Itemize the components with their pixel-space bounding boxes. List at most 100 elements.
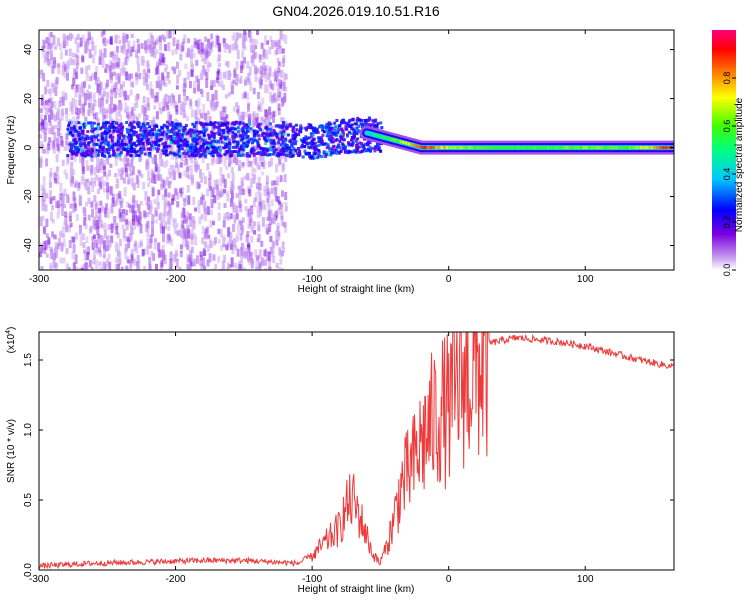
band-cell bbox=[242, 132, 245, 136]
noise-speck bbox=[180, 231, 184, 238]
band-cell bbox=[192, 125, 196, 129]
noise-speck bbox=[103, 242, 107, 252]
noise-speck bbox=[97, 247, 101, 253]
noise-speck bbox=[284, 126, 287, 134]
band-cell bbox=[113, 122, 117, 125]
band-cell bbox=[274, 131, 278, 135]
band-cell bbox=[231, 127, 234, 131]
noise-speck bbox=[151, 186, 155, 196]
noise-speck bbox=[131, 46, 135, 53]
noise-speck bbox=[61, 233, 65, 238]
noise-speck bbox=[195, 59, 199, 66]
band-cell bbox=[185, 140, 189, 144]
noise-speck bbox=[115, 226, 119, 235]
noise-speck bbox=[120, 212, 123, 218]
noise-speck bbox=[137, 63, 140, 73]
band-cell bbox=[308, 155, 312, 158]
band-cell bbox=[202, 125, 206, 128]
noise-speck bbox=[113, 84, 117, 92]
band-cell bbox=[351, 118, 355, 122]
band-cell bbox=[164, 124, 168, 128]
ridge-cell bbox=[445, 146, 449, 150]
noise-speck bbox=[238, 33, 242, 39]
noise-speck bbox=[227, 161, 231, 168]
noise-speck bbox=[39, 107, 43, 113]
band-cell bbox=[295, 151, 299, 155]
noise-speck bbox=[182, 228, 186, 239]
noise-speck bbox=[254, 249, 258, 258]
noise-speck bbox=[284, 225, 288, 233]
band-cell bbox=[297, 154, 300, 157]
band-cell bbox=[166, 129, 170, 132]
noise-speck bbox=[44, 121, 48, 131]
noise-speck bbox=[109, 36, 113, 45]
noise-speck bbox=[47, 39, 51, 47]
colorbar-tick-label: 0.0 bbox=[722, 264, 732, 277]
band-cell bbox=[317, 149, 321, 152]
band-cell bbox=[87, 121, 91, 125]
band-cell bbox=[233, 132, 237, 136]
snr-frame bbox=[38, 331, 675, 571]
y-tick-label: -20 bbox=[23, 189, 34, 204]
noise-speck bbox=[57, 204, 61, 214]
noise-speck bbox=[139, 150, 143, 161]
noise-speck bbox=[249, 220, 252, 227]
noise-speck bbox=[74, 254, 78, 264]
noise-speck bbox=[209, 220, 213, 228]
noise-speck bbox=[158, 37, 162, 42]
band-cell bbox=[166, 135, 169, 139]
band-cell bbox=[357, 124, 361, 128]
band-cell bbox=[129, 138, 133, 142]
band-cell bbox=[199, 153, 203, 157]
noise-speck bbox=[76, 114, 80, 119]
noise-speck bbox=[164, 93, 168, 99]
ridge-cell bbox=[418, 145, 421, 149]
y-tick-label: -40 bbox=[23, 238, 34, 253]
band-cell bbox=[156, 143, 160, 147]
noise-speck bbox=[190, 69, 194, 77]
noise-speck bbox=[133, 210, 137, 220]
noise-speck bbox=[47, 107, 51, 113]
noise-speck bbox=[61, 226, 65, 235]
ridge-cell bbox=[653, 146, 656, 150]
noise-speck bbox=[90, 177, 94, 185]
noise-speck bbox=[250, 113, 254, 119]
band-cell bbox=[92, 121, 96, 125]
noise-speck bbox=[115, 61, 119, 67]
noise-speck bbox=[192, 219, 196, 229]
noise-speck bbox=[51, 219, 55, 224]
noise-speck bbox=[90, 36, 94, 44]
band-cell bbox=[163, 142, 167, 146]
noise-speck bbox=[66, 194, 70, 204]
noise-speck bbox=[232, 32, 236, 40]
band-cell bbox=[103, 131, 107, 134]
noise-speck bbox=[214, 159, 218, 164]
band-cell bbox=[279, 131, 283, 135]
noise-speck bbox=[173, 226, 177, 235]
noise-speck bbox=[197, 98, 201, 107]
noise-speck bbox=[148, 256, 152, 265]
band-cell bbox=[90, 139, 94, 143]
noise-speck bbox=[124, 57, 128, 66]
noise-speck bbox=[165, 76, 169, 81]
noise-speck bbox=[185, 195, 189, 203]
band-cell bbox=[329, 122, 333, 126]
noise-speck bbox=[194, 236, 198, 246]
noise-speck bbox=[249, 44, 253, 53]
noise-speck bbox=[50, 112, 54, 120]
noise-speck bbox=[189, 98, 193, 107]
noise-speck bbox=[56, 174, 60, 185]
band-cell bbox=[203, 154, 207, 158]
noise-speck bbox=[175, 109, 179, 115]
band-cell bbox=[328, 138, 332, 142]
noise-speck bbox=[109, 163, 113, 168]
band-cell bbox=[311, 133, 315, 137]
noise-speck bbox=[149, 32, 153, 38]
band-cell bbox=[372, 146, 376, 150]
ridge-cell bbox=[407, 142, 411, 146]
spectrogram-frame bbox=[38, 29, 675, 271]
noise-speck bbox=[234, 41, 237, 51]
noise-speck bbox=[64, 211, 68, 218]
ridge-cell bbox=[533, 146, 536, 150]
noise-speck bbox=[209, 100, 213, 107]
